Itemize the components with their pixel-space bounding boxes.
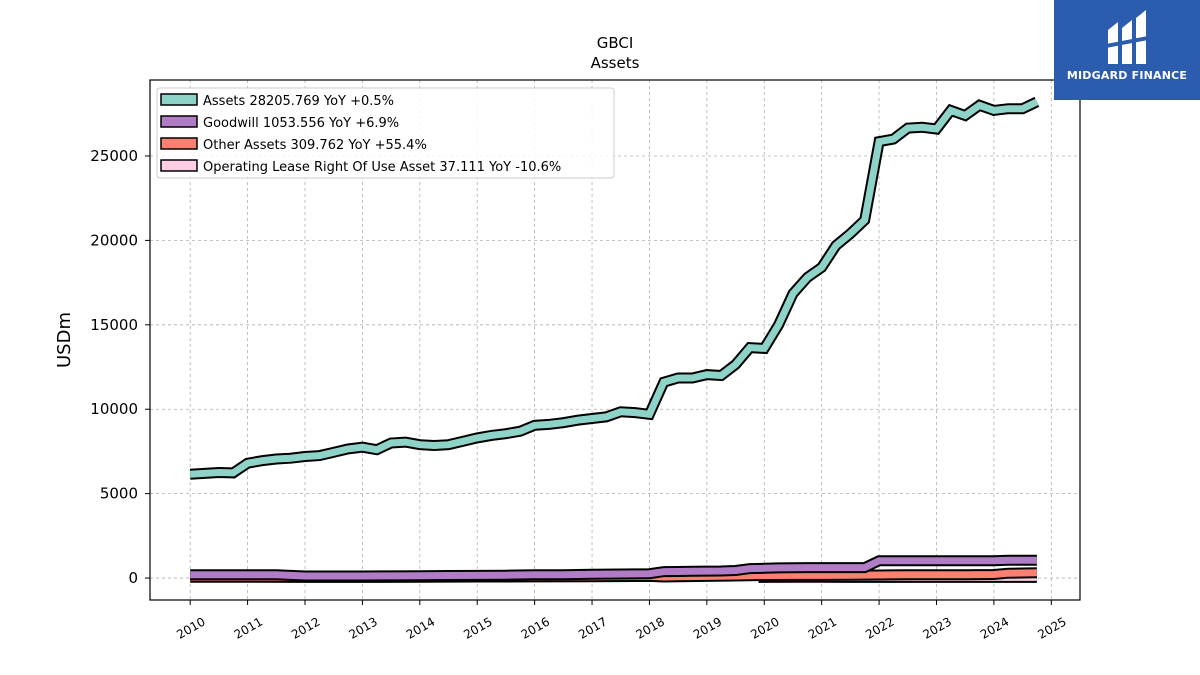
series-line-assets — [190, 98, 1039, 478]
series-line-goodwill — [190, 556, 1037, 580]
plot-frame — [149, 79, 1081, 601]
x-tick-label: 2013 — [346, 614, 379, 641]
chart-subtitle: Assets — [591, 54, 640, 72]
chart-title: GBCI — [597, 34, 634, 52]
legend-label-operating-lease-right-of-use-asset: Operating Lease Right Of Use Asset 37.11… — [203, 160, 561, 175]
y-tick-label: 0 — [128, 569, 138, 587]
x-tick-label: 2011 — [232, 614, 265, 641]
x-tick-label: 2017 — [576, 614, 609, 641]
legend-swatch-assets — [160, 93, 198, 106]
x-tick-label: 2019 — [691, 614, 724, 641]
x-tick-label: 2018 — [633, 614, 666, 641]
y-tick-label: 25000 — [90, 147, 138, 165]
x-tick-label: 2014 — [404, 614, 437, 641]
x-axis: 2010 2011 2012 2013 2014 2015 2016 2017 2018 2019… — [174, 600, 1069, 642]
legend-label-other-assets: Other Assets 309.762 YoY +55.4% — [203, 138, 427, 153]
legend-label-goodwill: Goodwill 1053.556 YoY +6.9% — [203, 116, 399, 131]
x-tick-label: 2025 — [1035, 614, 1068, 641]
midgard-logo-icon — [1106, 10, 1148, 64]
x-tick-label: 2022 — [863, 614, 896, 641]
x-tick-label: 2015 — [461, 614, 494, 641]
series-layer — [189, 96, 1040, 583]
legend: Assets 28205.769 YoY +0.5% Goodwill 1053.… — [156, 87, 615, 179]
legend-swatch-goodwill — [160, 115, 198, 128]
x-tick-label: 2024 — [978, 614, 1011, 641]
brand-name: MIDGARD FINANCE — [1066, 69, 1188, 82]
legend-box — [156, 87, 615, 179]
x-tick-label: 2021 — [806, 614, 839, 641]
brand-badge: MIDGARD FINANCE — [1054, 0, 1200, 100]
legend-label-assets: Assets 28205.769 YoY +0.5% — [203, 94, 394, 109]
x-tick-label: 2020 — [748, 614, 781, 641]
x-tick-label: 2023 — [921, 614, 954, 641]
legend-swatch-other-assets — [160, 137, 198, 150]
y-tick-label: 10000 — [90, 400, 138, 418]
x-tick-label: 2010 — [174, 614, 207, 641]
x-tick-label: 2016 — [519, 614, 552, 641]
y-tick-label: 15000 — [90, 316, 138, 334]
legend-swatch-operating-lease-right-of-use-asset — [160, 159, 198, 172]
y-axis: 0 5000 10000 15000 20000 25000 — [90, 147, 150, 587]
x-tick-label: 2012 — [289, 614, 322, 641]
y-tick-label: 20000 — [90, 231, 138, 249]
y-axis-label: USDm — [54, 312, 75, 368]
y-tick-label: 5000 — [100, 485, 138, 503]
